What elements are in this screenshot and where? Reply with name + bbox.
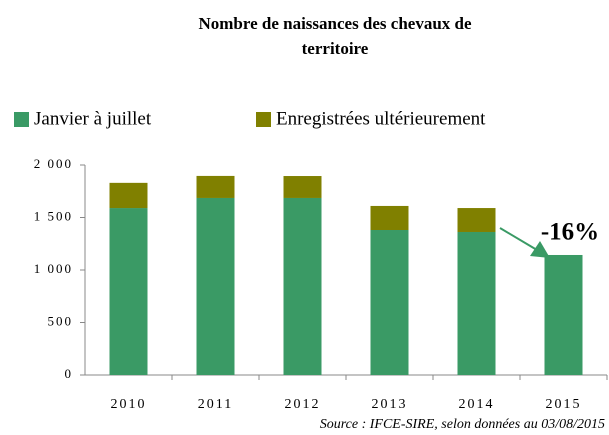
bar — [457, 231, 496, 375]
annotation: -16% — [541, 219, 599, 246]
bar — [196, 197, 235, 375]
bar — [283, 197, 322, 375]
y-tick-label: 500 — [48, 313, 74, 328]
x-tick-label: 2015 — [546, 397, 582, 412]
y-tick-label: 0 — [65, 366, 74, 381]
legend-swatch — [14, 112, 29, 127]
bar — [370, 205, 409, 230]
bar — [109, 208, 148, 375]
chart-title: territoire — [302, 39, 369, 58]
x-tick-label: 2013 — [372, 397, 408, 412]
bar — [370, 229, 409, 375]
bar — [544, 254, 583, 375]
bar — [196, 175, 235, 198]
source: Source : IFCE-SIRE, selon données au 03/… — [320, 417, 605, 432]
legend-swatch — [256, 112, 271, 127]
bar — [283, 176, 322, 198]
x-tick-label: 2014 — [459, 397, 495, 412]
annotation-arrowhead — [530, 241, 550, 258]
x-tick-label: 2011 — [198, 397, 233, 412]
y-tick-label: 2 000 — [34, 156, 73, 171]
x-tick-label: 2012 — [285, 397, 321, 412]
chart-title: Nombre de naissances des chevaux de — [198, 14, 472, 33]
bar — [109, 182, 148, 209]
x-tick-label: 2010 — [111, 397, 147, 412]
bar — [457, 208, 496, 232]
y-tick-label: 1 500 — [34, 208, 73, 223]
y-tick-label: 1 000 — [34, 261, 73, 276]
legend-label: Janvier à juillet — [34, 108, 152, 129]
legend-label: Enregistrées ultérieurement — [276, 108, 486, 129]
annotation-arrow — [499, 227, 538, 251]
